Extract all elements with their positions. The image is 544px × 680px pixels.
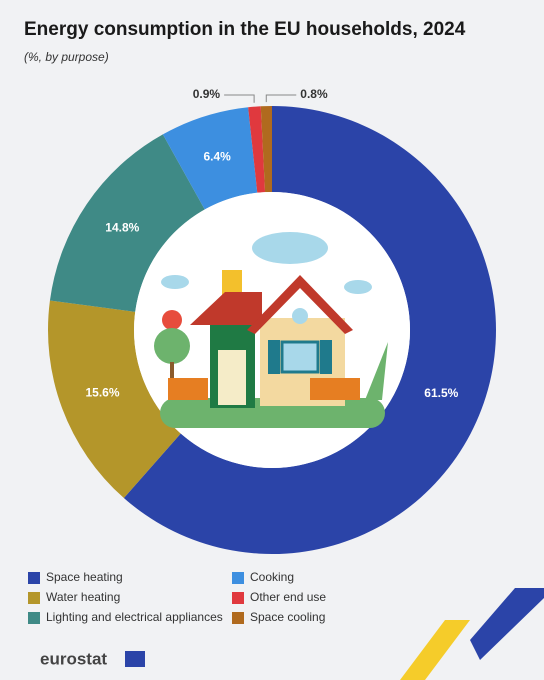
legend-label: Other end use [250,590,326,604]
value-label: 0.8% [300,87,328,101]
legend-swatch [232,612,244,624]
donut-slice [260,106,272,193]
donut-slice [49,134,205,312]
leader-line [224,94,255,103]
legend-label: Water heating [46,590,120,604]
chart-subtitle: (%, by purpose) [24,50,109,64]
value-label: 6.4% [203,150,231,164]
legend-label: Space cooling [250,610,325,624]
legend-swatch [28,592,40,604]
chart-title: Energy consumption in the EU households,… [24,19,466,40]
value-label: 0.9% [193,87,221,101]
house-illustration [134,192,410,468]
donut-slice [47,300,181,499]
legend: Space heating Water heating Lighting and e… [28,570,326,624]
donut: 61.5% 15.6% 14.8% 6.4% 0.9% 0.8% [47,87,497,554]
value-label: 15.6% [85,386,119,400]
legend-swatch [232,592,244,604]
eu-flag [125,651,145,667]
leader-line [265,94,297,103]
value-label: 61.5% [424,386,458,400]
donut-slice [248,106,266,193]
legend-label: Space heating [46,570,123,584]
legend-swatch [232,572,244,584]
legend-label: Lighting and electrical appliances [46,610,223,624]
legend-swatch [28,612,40,624]
donut-slice [162,107,258,210]
donut-slice [123,106,497,554]
legend-swatch [28,572,40,584]
decor-stripes [400,588,544,680]
legend-label: Cooking [250,570,294,584]
logo-text: eurostat [40,649,107,668]
value-label: 14.8% [105,220,139,234]
